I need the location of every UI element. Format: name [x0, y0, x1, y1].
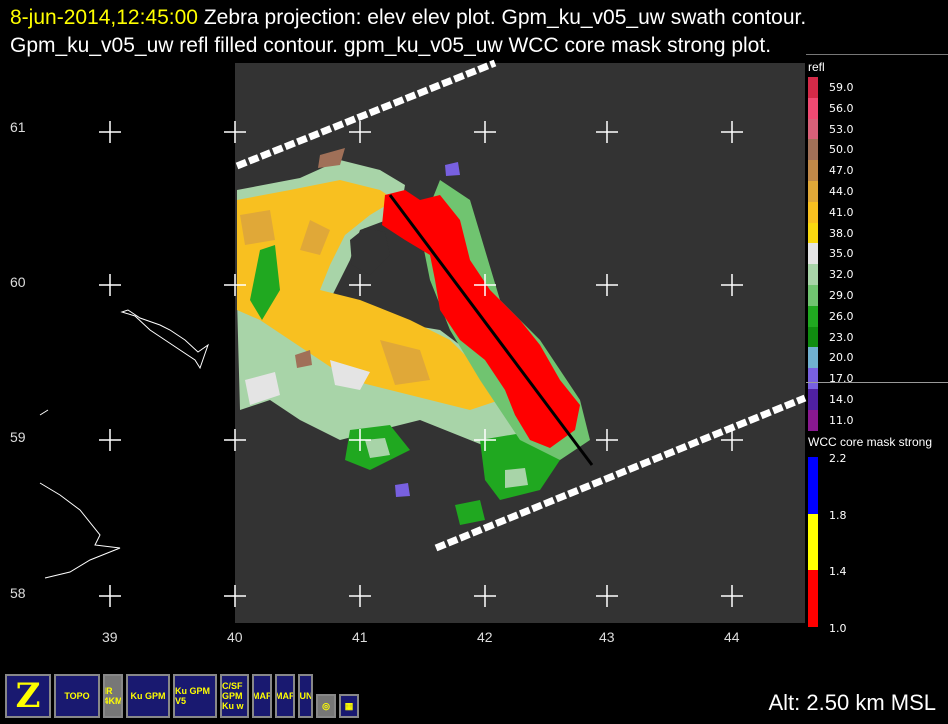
refl-label: 14.0	[829, 393, 854, 406]
altitude-readout: Alt: 2.50 km MSL	[768, 690, 936, 715]
grid-cross	[349, 274, 371, 296]
lat-label-61: 61	[10, 119, 26, 135]
refl-swatch	[808, 160, 818, 182]
refl-label: 20.0	[829, 351, 854, 365]
refl-swatch	[808, 285, 818, 306]
wcc-label: 1.0	[829, 621, 847, 635]
lon-label-39: 39	[102, 629, 118, 645]
toolbar-map1-button[interactable]: MAP	[252, 674, 272, 718]
refl-swatch	[808, 243, 818, 265]
grid-cross	[224, 274, 246, 296]
toolbar-ir-4km-button[interactable]: IR 4KM	[103, 674, 123, 718]
lat-label-59: 59	[10, 429, 26, 445]
swath-edges	[235, 59, 807, 552]
refl-legend-title: refl	[808, 60, 825, 74]
toolbar-csf-gpm-button[interactable]: C/SF GPM Ku w	[220, 674, 249, 718]
refl-label: 29.0	[829, 289, 854, 302]
grid-cross	[224, 585, 246, 607]
refl-swatch	[808, 181, 818, 202]
toolbar-gpm-ku-v5-button[interactable]: Ku GPM V5	[173, 674, 217, 718]
refl-swatch	[808, 222, 818, 244]
refl-label: 32.0	[829, 268, 854, 282]
grid-cross	[349, 429, 371, 451]
grid-cross	[224, 121, 246, 143]
grid-cross	[596, 429, 618, 451]
grid-cross	[596, 121, 618, 143]
wcc-label: 2.2	[829, 452, 847, 465]
wcc-label: 1.4	[829, 565, 847, 578]
lat-lon-grid-marks	[99, 121, 743, 607]
toolbar-gpm-ku-button[interactable]: Ku GPM	[126, 674, 170, 718]
lon-label-43: 43	[599, 629, 615, 645]
lat-label-60: 60	[10, 274, 26, 290]
grid-cross	[224, 429, 246, 451]
refl-label: 38.0	[829, 226, 854, 240]
grid-cross	[596, 274, 618, 296]
grid-cross	[349, 121, 371, 143]
grid-cross	[721, 585, 743, 607]
refl-label: 41.0	[829, 205, 854, 219]
refl-label: 17.0	[829, 372, 854, 386]
grid-cross	[721, 121, 743, 143]
refl-label: 44.0	[829, 185, 854, 198]
refl-label: 53.0	[829, 122, 854, 136]
grid-cross	[99, 274, 121, 296]
grid-cross	[349, 585, 371, 607]
refl-label: 47.0	[829, 164, 854, 178]
grid-cross	[474, 585, 496, 607]
refl-swatch	[808, 389, 818, 410]
divider	[806, 54, 948, 55]
refl-swatch	[808, 326, 818, 348]
toolbar-map2-button[interactable]: MAP	[275, 674, 295, 718]
refl-swatch	[808, 77, 818, 98]
toolbar-zebra-button[interactable]: Z	[5, 674, 51, 718]
grid-cross	[99, 429, 121, 451]
refl-swatch	[808, 139, 818, 161]
refl-label: 35.0	[829, 247, 854, 261]
grid-cross	[474, 429, 496, 451]
refl-swatch	[808, 305, 818, 327]
grid-cross	[721, 274, 743, 296]
refl-label: 23.0	[829, 330, 854, 344]
refl-label: 26.0	[829, 309, 854, 323]
toolbar-bounds-button[interactable]: BOUNDS	[298, 674, 313, 718]
grid-cross	[596, 585, 618, 607]
refl-swatch	[808, 368, 818, 390]
toolbar-topo-button[interactable]: TOPO	[54, 674, 100, 718]
refl-swatch	[808, 97, 818, 119]
refl-swatch	[808, 264, 818, 286]
toolbar-grid-button[interactable]: ▦	[339, 694, 359, 718]
refl-label: 11.0	[829, 413, 854, 427]
grid-cross	[99, 585, 121, 607]
wcc-legend-title: WCC core mask strong	[808, 435, 933, 449]
refl-swatch	[808, 118, 818, 140]
refl-label: 50.0	[829, 143, 854, 157]
legend-divider	[806, 382, 948, 383]
wcc-swatch	[808, 457, 818, 514]
lon-label-42: 42	[477, 629, 493, 645]
wcc-label: 1.8	[829, 508, 847, 522]
grid-cross	[474, 274, 496, 296]
lon-label-40: 40	[227, 629, 243, 645]
toolbar-target-button[interactable]: ◎	[316, 694, 336, 718]
grid-cross	[474, 121, 496, 143]
lat-label-58: 58	[10, 585, 26, 601]
refl-label: 59.0	[829, 81, 854, 94]
wcc-swatch	[808, 513, 818, 571]
refl-label: 56.0	[829, 101, 854, 115]
wcc-swatch	[808, 570, 818, 627]
cross-section-line[interactable]	[388, 194, 594, 466]
grid-cross	[99, 121, 121, 143]
lon-label-41: 41	[352, 629, 368, 645]
lon-label-44: 44	[724, 629, 740, 645]
refl-swatch	[808, 347, 818, 369]
plot-title: 8-jun-2014,12:45:00 Zebra projection: el…	[10, 6, 807, 57]
coastline	[39, 309, 209, 579]
refl-swatch	[808, 201, 818, 223]
grid-cross	[721, 429, 743, 451]
refl-swatch	[808, 409, 818, 431]
